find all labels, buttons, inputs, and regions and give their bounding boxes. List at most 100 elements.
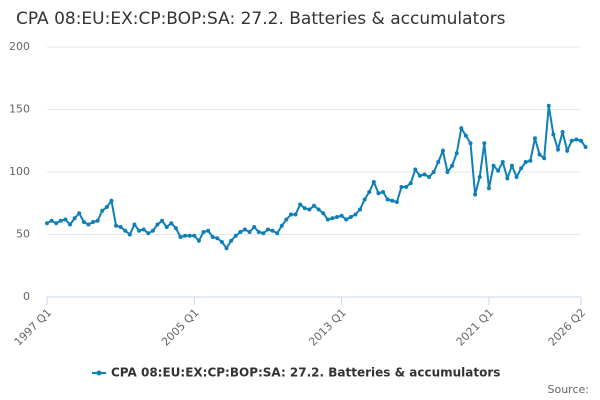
point [100, 208, 105, 213]
point [275, 231, 280, 236]
point [362, 197, 367, 202]
x-tick-label: 2005 Q1 [159, 306, 202, 349]
point [523, 160, 528, 164]
point [201, 230, 206, 234]
point [574, 137, 579, 142]
point [146, 231, 151, 236]
x-tick-label: 2013 Q1 [306, 306, 349, 349]
point [86, 222, 91, 227]
point [468, 141, 473, 146]
point [569, 138, 574, 143]
point [270, 228, 275, 233]
point [252, 225, 257, 229]
chart-title: CPA 08:EU:EX:CP:BOP:SA: 27.2. Batteries … [16, 9, 506, 29]
point [238, 230, 243, 234]
point [408, 181, 413, 186]
point [482, 141, 487, 146]
point [404, 185, 409, 189]
point [279, 223, 284, 228]
point [187, 233, 192, 238]
point [330, 216, 335, 221]
point [491, 163, 496, 168]
point [256, 230, 261, 234]
point [210, 235, 215, 239]
point [427, 175, 432, 179]
point [81, 220, 86, 224]
point [302, 206, 307, 211]
point [560, 130, 565, 134]
point [307, 207, 312, 212]
point [45, 221, 49, 226]
point [242, 227, 247, 232]
y-tick-label: 50 [16, 228, 30, 241]
point [321, 211, 326, 216]
point [565, 148, 570, 153]
point [150, 228, 155, 233]
point [376, 191, 381, 196]
point [417, 173, 422, 178]
point [450, 163, 455, 168]
point [445, 170, 450, 174]
point [247, 230, 252, 234]
point [63, 217, 68, 222]
point [137, 228, 142, 233]
point [233, 233, 238, 238]
point [399, 185, 404, 189]
point [454, 151, 459, 156]
point [358, 207, 363, 212]
point [132, 222, 137, 227]
point [127, 232, 132, 237]
point [348, 215, 353, 219]
point [371, 180, 376, 184]
point [381, 190, 386, 194]
point [413, 167, 418, 172]
point [477, 175, 482, 179]
point [169, 221, 174, 226]
point [192, 233, 197, 238]
point [436, 160, 441, 164]
point [72, 216, 77, 221]
point [514, 175, 519, 179]
point [532, 136, 537, 141]
point [77, 211, 82, 216]
point [551, 132, 556, 137]
point [546, 103, 551, 108]
point [390, 198, 395, 203]
point [325, 217, 330, 222]
point [298, 202, 303, 207]
y-tick-label: 200 [9, 40, 30, 53]
x-tick-label: 2021 Q1 [454, 306, 497, 349]
point [344, 217, 349, 222]
point [219, 240, 224, 244]
source-label: Source: [548, 383, 590, 396]
point [196, 238, 201, 243]
point [173, 226, 178, 231]
point [528, 158, 533, 163]
point [519, 166, 524, 171]
point [109, 198, 114, 203]
point [367, 190, 372, 194]
series-line [46, 105, 587, 251]
point [123, 228, 128, 233]
point [229, 238, 234, 243]
point [312, 203, 316, 208]
point [463, 133, 468, 138]
point [114, 223, 119, 228]
point [58, 218, 63, 223]
point [104, 205, 109, 209]
point [54, 221, 59, 226]
point [422, 172, 427, 177]
legend-label[interactable]: CPA 08:EU:EX:CP:BOP:SA: 27.2. Batteries … [111, 366, 500, 380]
point [431, 170, 436, 174]
point [505, 176, 510, 181]
point [579, 138, 583, 143]
point [542, 156, 547, 161]
point [509, 163, 514, 168]
point [335, 215, 340, 219]
point [118, 225, 123, 229]
point [261, 231, 266, 236]
point [555, 147, 560, 152]
y-tick-label: 100 [9, 165, 30, 178]
